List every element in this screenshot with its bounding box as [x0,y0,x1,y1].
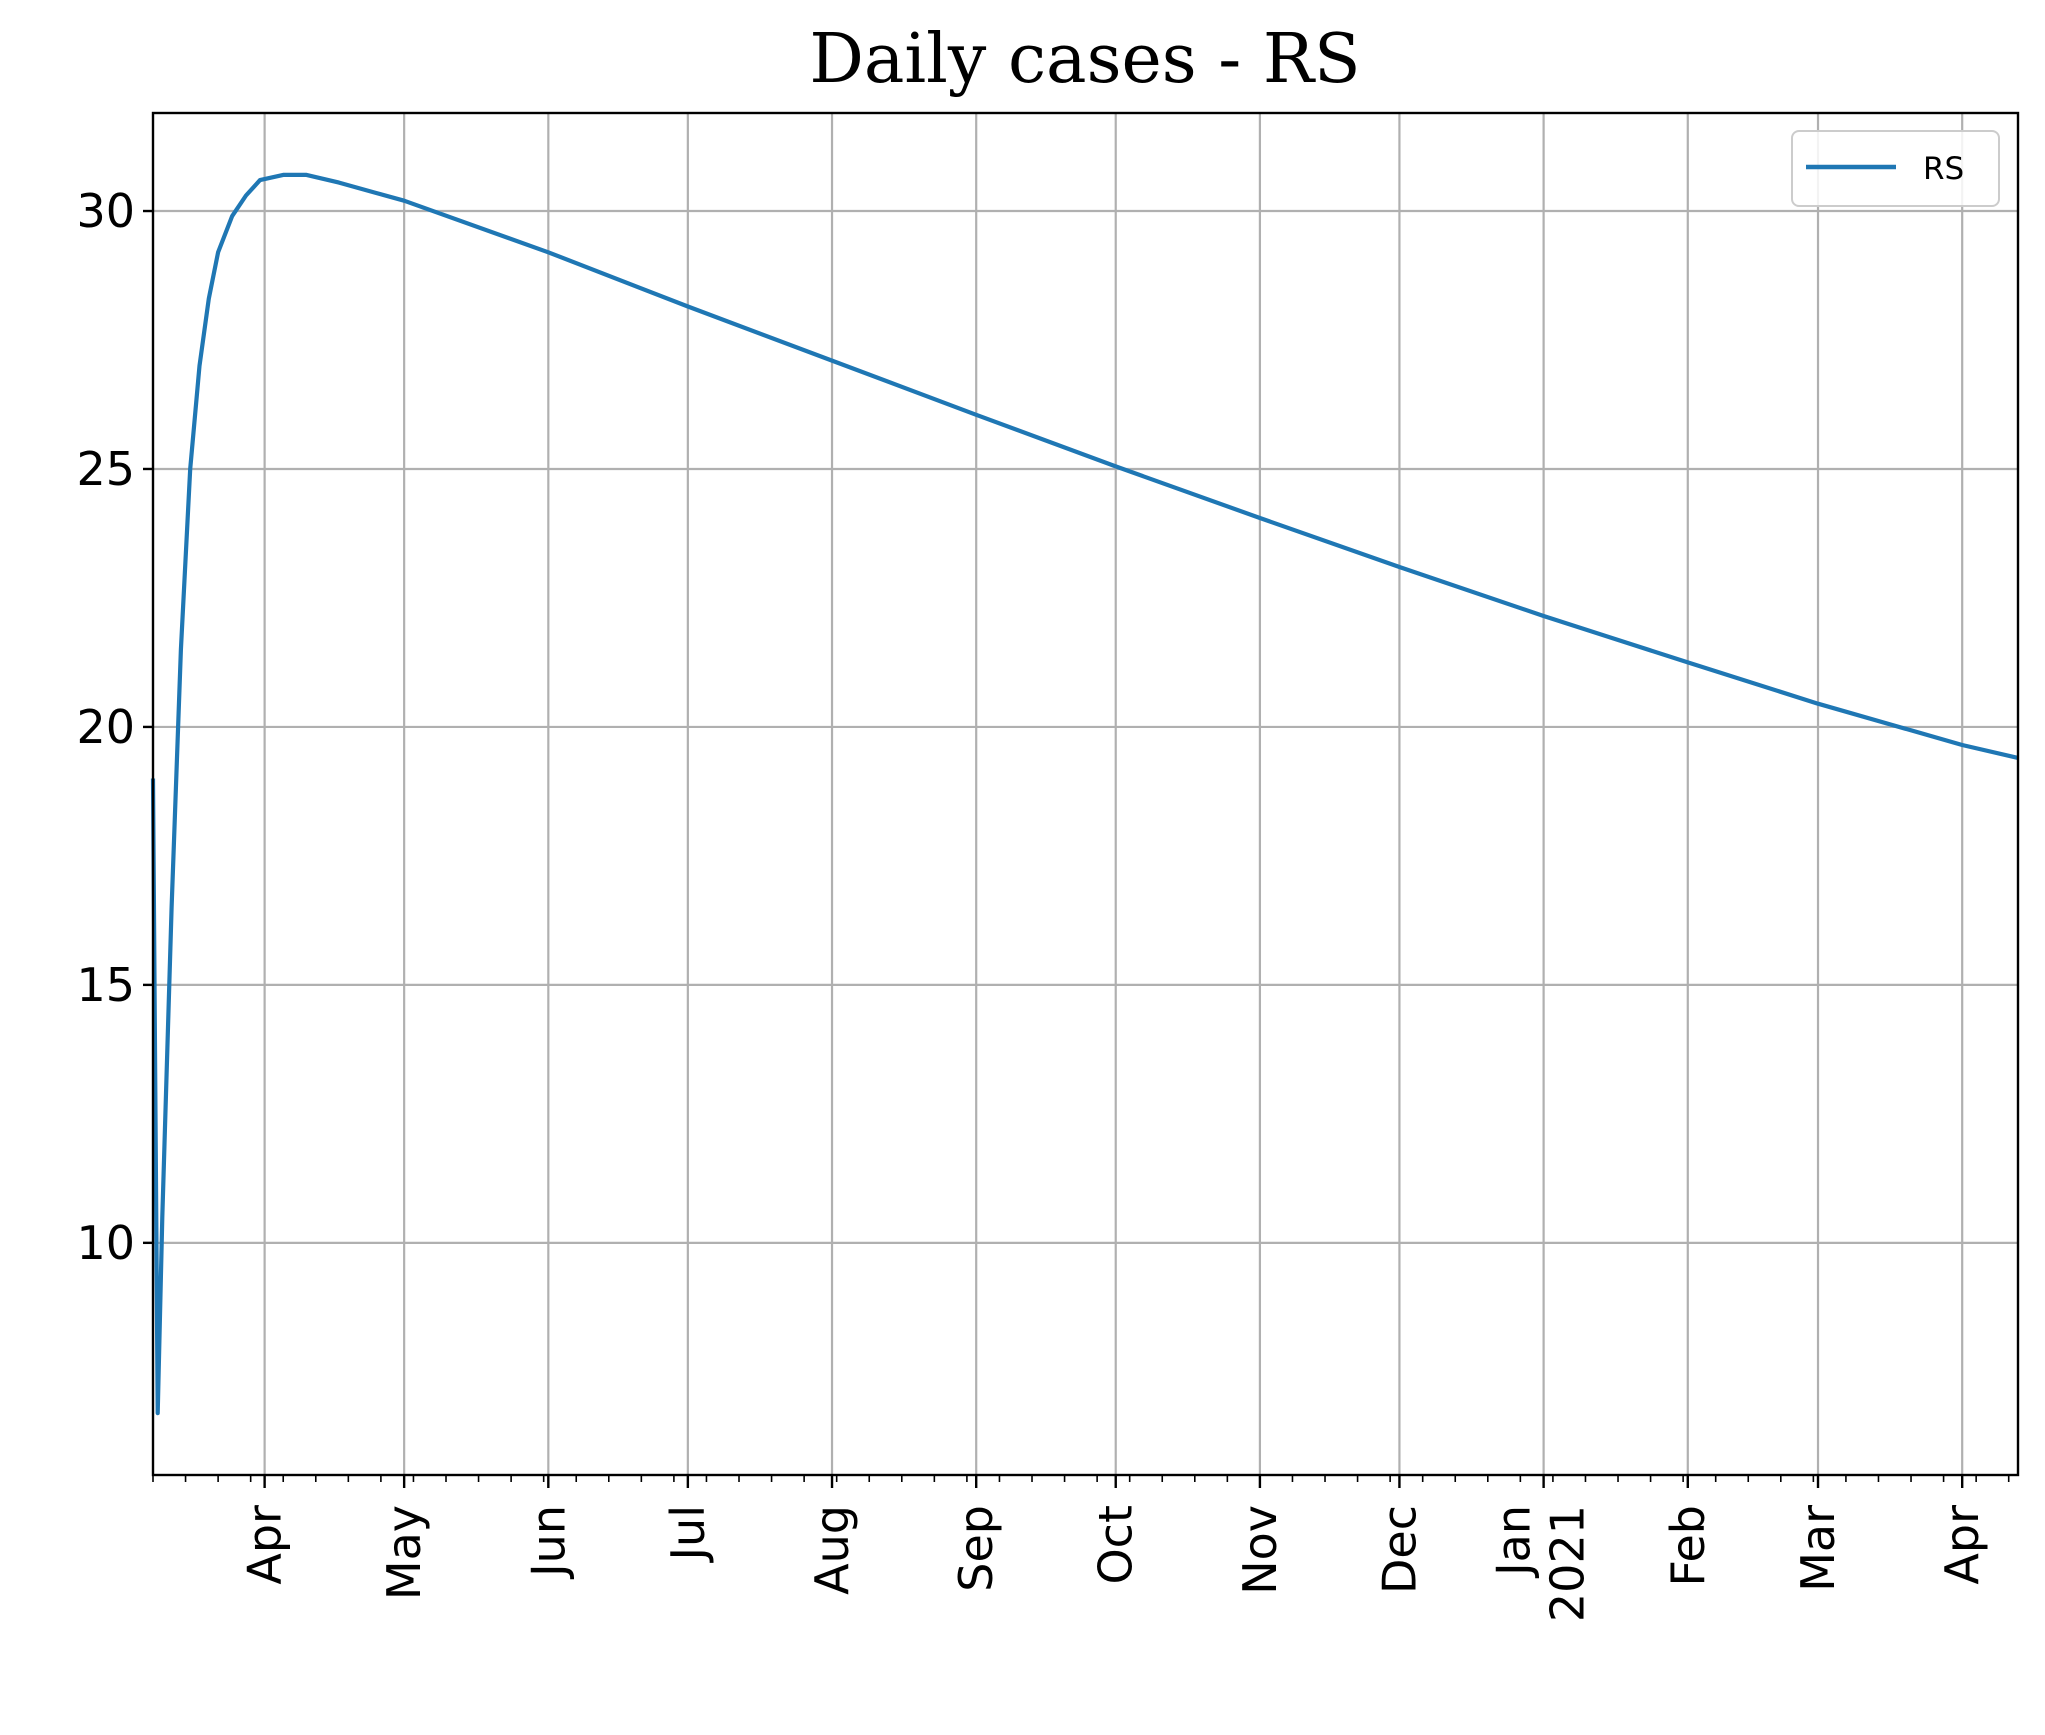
x-tick-label: Dec [1372,1505,1426,1594]
y-tick-label: 20 [76,700,135,754]
chart-title: Daily cases - RS [809,20,1360,99]
x-tick-label: Nov [1233,1505,1287,1595]
x-tick-label: Feb [1661,1505,1715,1586]
series-layer [150,172,2019,1416]
y-tick-label: 30 [76,184,135,238]
x-tick-label: Aug [805,1505,859,1595]
x-tick-label: Oct [1089,1505,1143,1585]
legend-label: RS [1923,151,1964,187]
x-tick-sublabel: 2021 [1541,1505,1595,1622]
y-tick-label: 10 [76,1216,135,1270]
x-tick-label: May [377,1505,431,1600]
x-tick-label: Jul [661,1505,715,1564]
x-tick-label: Mar [1791,1505,1845,1592]
ticks: 10 15 20 25 30 Apr May Jun Jul Aug Sep Oct Nov Dec Jan… [76,184,2010,1622]
x-tick-label: Jan [1487,1505,1541,1579]
legend: RS [1791,130,2000,207]
series-line-rs [150,172,2019,1416]
y-tick-label: 15 [76,958,135,1012]
x-tick-label: Apr [238,1505,292,1585]
x-tick-label: Sep [949,1505,1003,1592]
x-tick-label: Jun [521,1505,575,1580]
x-tick-label: Apr [1935,1505,1989,1585]
axes-frame [151,111,2020,1477]
grid [153,113,2018,1475]
y-tick-label: 25 [76,442,135,496]
